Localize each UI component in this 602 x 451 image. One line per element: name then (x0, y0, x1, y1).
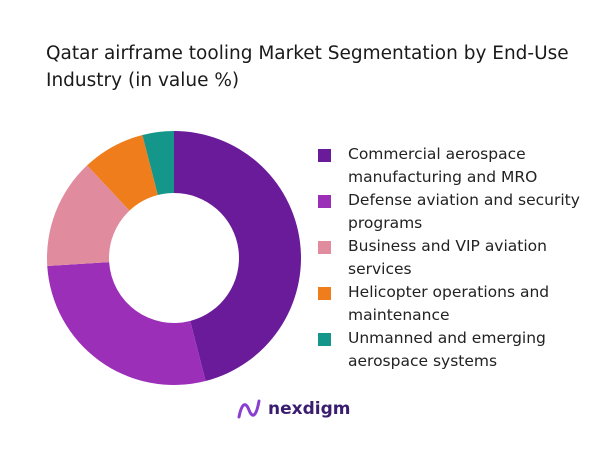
legend-swatch (318, 287, 331, 300)
legend-label: Business and VIP aviation services (348, 237, 547, 278)
legend-item: Commercial aerospace manufacturing and M… (318, 143, 588, 189)
legend: Commercial aerospace manufacturing and M… (318, 143, 588, 373)
legend-label: Helicopter operations and maintenance (348, 283, 550, 324)
legend-item: Business and VIP aviation services (318, 235, 588, 281)
legend-item: Helicopter operations and maintenance (318, 281, 588, 327)
legend-label: Unmanned and emerging aerospace systems (348, 329, 546, 370)
legend-item: Unmanned and emerging aerospace systems (318, 327, 588, 373)
donut-slice (47, 165, 130, 266)
brand-logo: nexdigm (236, 398, 350, 420)
legend-swatch (318, 195, 331, 208)
donut-slice (174, 131, 302, 382)
legend-swatch (318, 149, 331, 162)
donut-slice (142, 131, 174, 196)
brand-name: nexdigm (268, 399, 351, 419)
legend-swatch (318, 333, 331, 346)
logo-icon (237, 399, 261, 419)
chart-title: Qatar airframe tooling Market Segmentati… (46, 43, 569, 91)
donut-slice (87, 134, 158, 211)
legend-label: Commercial aerospace manufacturing and M… (348, 145, 538, 186)
donut-slice (47, 262, 206, 385)
legend-swatch (318, 241, 331, 254)
legend-label: Defense aviation and security programs (348, 191, 580, 232)
legend-item: Defense aviation and security programs (318, 189, 588, 235)
